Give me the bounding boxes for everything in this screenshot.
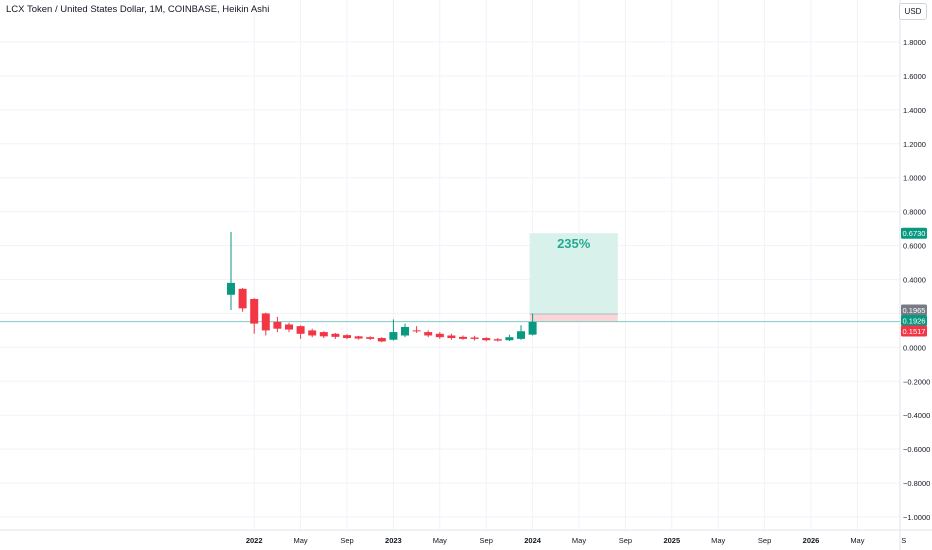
candle-body[interactable] [238,288,247,309]
x-tick-label: May [294,536,308,545]
candle-body[interactable] [482,338,491,341]
x-tick-label: 2025 [663,536,680,545]
candle-body[interactable] [354,336,363,339]
x-tick-label: S [901,536,906,545]
x-tick-label: Sep [619,536,632,545]
candle-body[interactable] [261,313,270,331]
candle-body[interactable] [250,299,259,324]
price-tag-bg [901,315,927,327]
candle-body[interactable] [273,321,282,329]
x-tick-label: Sep [480,536,493,545]
price-tag-bg [901,325,927,337]
candle-body[interactable] [447,335,456,339]
candle-body[interactable] [296,326,305,334]
x-tick-label: Sep [758,536,771,545]
candle-body[interactable] [435,333,444,338]
y-tick-label: −0.8000 [903,479,930,488]
x-tick-label: 2026 [803,536,820,545]
candle-body[interactable] [493,339,502,341]
candle-body[interactable] [401,327,409,336]
candle-body[interactable] [424,332,433,336]
y-tick-label: 0.8000 [903,208,926,217]
x-tick-label: May [572,536,586,545]
y-tick-label: 1.6000 [903,72,926,81]
price-tag-label: 0.1517 [903,327,926,336]
y-tick-label: −1.0000 [903,513,930,522]
profit-zone[interactable] [529,233,618,315]
price-tag-label: 0.1965 [903,306,926,315]
x-tick-label: 2022 [246,536,263,545]
y-tick-label: −0.2000 [903,377,930,386]
x-tick-label: Sep [340,536,353,545]
candle-body[interactable] [331,333,340,337]
candle-body[interactable] [227,282,235,295]
candle-body[interactable] [517,331,525,339]
profit-percent-label: 235% [557,236,591,251]
y-tick-label: 1.0000 [903,174,926,183]
candle-body[interactable] [389,332,398,340]
x-tick-label: May [711,536,725,545]
chart-title: LCX Token / United States Dollar, 1M, CO… [6,4,270,15]
candle-body[interactable] [377,338,386,342]
y-tick-label: 0.6000 [903,242,926,251]
x-tick-label: May [433,536,447,545]
x-tick-label: 2023 [385,536,402,545]
candle-body[interactable] [285,324,293,330]
y-tick-label: 0.0000 [903,343,926,352]
y-tick-label: 0.4000 [903,276,926,285]
y-tick-label: −0.4000 [903,411,930,420]
candle-body[interactable] [308,330,317,336]
candle-body[interactable] [470,337,479,339]
y-tick-label: −0.6000 [903,445,930,454]
candle-body[interactable] [505,337,514,341]
y-tick-label: 1.2000 [903,140,926,149]
price-tag-label: 0.1926 [903,316,926,325]
price-tag-bg [901,227,927,239]
candle-body[interactable] [366,337,375,339]
currency-button[interactable]: USD [899,3,927,20]
candle-body[interactable] [528,321,537,335]
candle-body[interactable] [412,330,421,332]
candle-body[interactable] [459,336,467,339]
candle-body[interactable] [319,332,328,337]
y-tick-label: 1.8000 [903,38,926,47]
price-tag-bg [901,304,927,316]
stop-zone[interactable] [529,314,618,322]
x-tick-label: May [850,536,864,545]
candle-body[interactable] [343,335,351,339]
y-tick-label: 1.4000 [903,106,926,115]
x-tick-label: 2024 [524,536,542,545]
price-tag-label: 0.6730 [903,229,926,238]
